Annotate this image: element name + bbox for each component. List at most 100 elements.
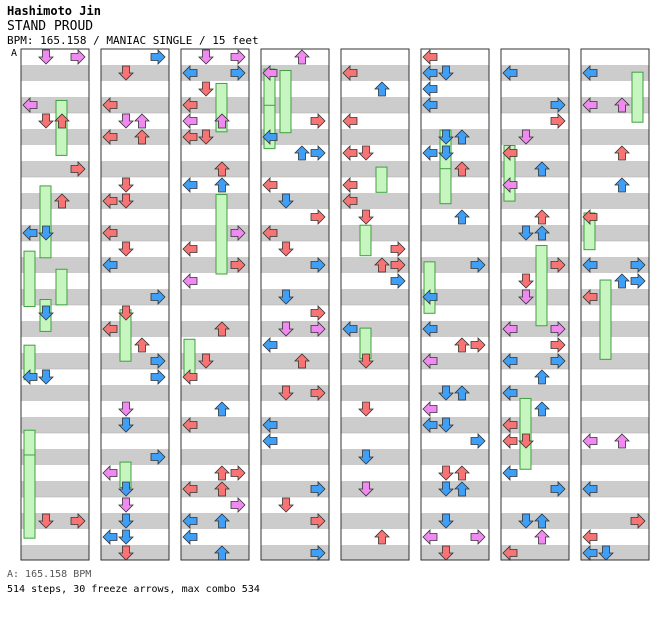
step-arrow	[214, 321, 230, 337]
step-arrow	[230, 225, 246, 241]
step-arrow	[230, 65, 246, 81]
step-arrow	[214, 465, 230, 481]
step-arrow	[118, 65, 134, 81]
freeze-arrow	[631, 71, 644, 123]
step-arrow	[422, 49, 438, 65]
measure-band	[421, 353, 489, 369]
step-arrow	[550, 113, 566, 129]
measure-band	[261, 481, 329, 497]
measure-band	[181, 193, 249, 209]
measure-band	[101, 97, 169, 113]
measure-band	[341, 385, 409, 401]
step-arrow	[358, 145, 374, 161]
measure-band	[341, 513, 409, 529]
step-arrow	[118, 417, 134, 433]
step-arrow	[118, 241, 134, 257]
step-arrow	[102, 321, 118, 337]
step-arrow	[502, 465, 518, 481]
step-arrow	[214, 113, 230, 129]
measure-band	[501, 417, 569, 433]
freeze-arrow	[279, 70, 292, 134]
step-arrow	[214, 513, 230, 529]
step-arrow	[310, 257, 326, 273]
step-arrow	[310, 545, 326, 561]
step-arrow	[294, 145, 310, 161]
measure-band	[181, 225, 249, 241]
step-arrow	[70, 161, 86, 177]
step-arrow	[582, 97, 598, 113]
step-arrow	[22, 97, 38, 113]
measure-band	[581, 385, 649, 401]
step-arrow	[262, 417, 278, 433]
step-arrow	[38, 225, 54, 241]
step-arrow	[582, 209, 598, 225]
measure-band	[101, 289, 169, 305]
step-arrow	[550, 481, 566, 497]
step-arrow	[438, 513, 454, 529]
step-arrow	[262, 65, 278, 81]
measure-band	[261, 161, 329, 177]
step-arrow	[134, 337, 150, 353]
step-arrow	[582, 481, 598, 497]
measure-band	[341, 353, 409, 369]
measure-band	[21, 65, 89, 81]
step-arrow	[614, 145, 630, 161]
step-arrow	[614, 177, 630, 193]
step-arrow	[38, 305, 54, 321]
step-arrow	[230, 257, 246, 273]
step-statistics: 514 steps, 30 freeze arrows, max combo 5…	[7, 584, 260, 595]
step-arrow	[390, 273, 406, 289]
measure-band	[101, 321, 169, 337]
step-arrow	[582, 289, 598, 305]
step-arrow	[198, 353, 214, 369]
measure-band	[421, 193, 489, 209]
step-arrow	[214, 481, 230, 497]
step-arrow	[230, 465, 246, 481]
measure-band	[21, 545, 89, 560]
measure-band	[581, 449, 649, 465]
measure-band	[101, 481, 169, 497]
step-arrow	[422, 97, 438, 113]
step-arrow	[262, 433, 278, 449]
step-arrow	[150, 353, 166, 369]
measure-band	[21, 289, 89, 305]
step-arrow	[278, 497, 294, 513]
measure-band	[581, 129, 649, 145]
measure-band	[21, 225, 89, 241]
step-arrow	[422, 145, 438, 161]
step-arrow	[70, 49, 86, 65]
measure-band	[341, 129, 409, 145]
step-arrow	[582, 545, 598, 561]
measure-band	[581, 225, 649, 241]
step-arrow	[150, 49, 166, 65]
step-arrow	[422, 417, 438, 433]
step-arrow	[150, 289, 166, 305]
measure-band	[21, 449, 89, 465]
measure-band	[341, 481, 409, 497]
step-arrow	[262, 337, 278, 353]
measure-band	[501, 545, 569, 560]
measure-band	[181, 449, 249, 465]
step-arrow	[534, 401, 550, 417]
step-arrow	[534, 529, 550, 545]
measure-band	[101, 65, 169, 81]
step-arrow	[582, 529, 598, 545]
step-arrow	[438, 129, 454, 145]
step-arrow	[182, 417, 198, 433]
measure-band	[421, 225, 489, 241]
freeze-arrow	[55, 268, 68, 306]
measure-band	[501, 321, 569, 337]
step-arrow	[470, 433, 486, 449]
measure-band	[261, 257, 329, 273]
measure-band	[421, 513, 489, 529]
measure-band	[181, 289, 249, 305]
chart-info: BPM: 165.158 / MANIAC SINGLE / 15 feet	[7, 34, 259, 47]
step-arrow	[102, 465, 118, 481]
step-arrow	[262, 129, 278, 145]
step-arrow	[454, 209, 470, 225]
measure-band	[501, 449, 569, 465]
step-arrow	[614, 433, 630, 449]
step-arrow	[518, 433, 534, 449]
measure-band	[21, 513, 89, 529]
measure-band	[421, 65, 489, 81]
